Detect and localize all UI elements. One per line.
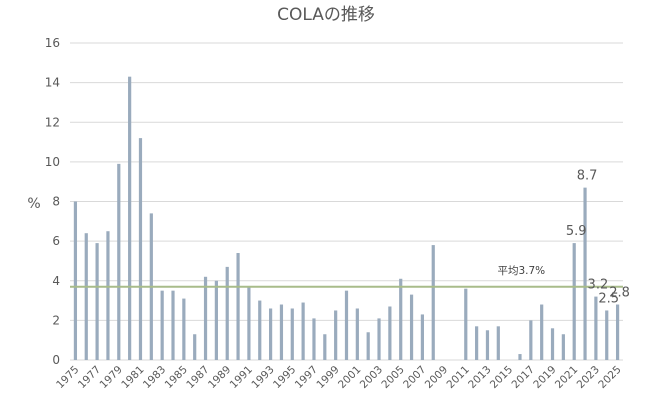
bar [193,334,197,360]
x-tick-label: 2009 [423,364,450,391]
bar [106,231,110,360]
bar [171,290,175,360]
data-label: 2.8 [609,286,630,301]
bar [540,304,544,360]
x-tick-label: 2001 [336,364,363,391]
bar [128,76,132,361]
average-line-group: 平均3.7% [70,265,623,288]
x-tick-label: 1989 [206,364,233,391]
x-axis-ticks: 1975197719791981198319851987198919911993… [54,364,624,391]
y-tick-label: 16 [45,36,60,50]
bar [496,326,500,360]
x-tick-label: 2007 [401,364,428,391]
x-tick-label: 2011 [445,364,472,391]
bar [615,304,620,360]
bar [344,290,349,360]
bar [485,330,490,360]
x-tick-label: 2017 [510,364,537,391]
bar [388,306,392,360]
bar [605,310,609,360]
bar [247,286,251,360]
bar [279,304,284,360]
bar [182,298,186,360]
bar [366,332,370,360]
bar [323,334,327,360]
bar [583,187,587,360]
bar [95,243,99,360]
x-tick-label: 2021 [553,364,580,391]
bar [475,326,479,360]
bar [518,354,522,360]
data-label: 5.9 [566,224,587,239]
data-label: 3.2 [588,278,609,293]
y-axis-ticks: 0 2 4 6 8 10 12 14 16 [45,36,60,367]
average-label: 平均3.7% [497,265,545,277]
x-tick-label: 1993 [249,364,276,391]
bar [420,314,425,360]
bar [214,280,218,360]
bar [290,308,294,360]
bar [334,310,338,360]
bar [431,245,435,360]
bar [301,302,305,360]
bar [268,308,273,360]
x-tick-label: 1983 [141,364,168,391]
x-tick-label: 1997 [293,364,320,391]
bar [84,233,88,360]
y-axis-label: % [27,196,40,212]
x-tick-label: 2005 [379,364,406,391]
data-label: 2.5 [598,291,619,306]
x-tick-label: 1995 [271,364,298,391]
bar [236,253,240,360]
bar [225,266,229,360]
x-tick-label: 1987 [184,364,211,391]
y-tick-label: 6 [52,234,60,248]
bar [312,318,316,360]
x-tick-label: 2023 [575,364,602,391]
bar [355,308,359,360]
y-tick-label: 4 [52,274,60,288]
data-label: 8.7 [577,169,598,184]
x-tick-label: 2019 [531,364,558,391]
x-tick-label: 1999 [314,364,341,391]
bar [529,320,533,360]
bar [594,296,598,360]
y-tick-label: 10 [45,155,60,169]
x-tick-label: 2015 [488,364,515,391]
bar [377,318,381,360]
bar [258,300,262,360]
bar [464,288,468,360]
x-tick-label: 2013 [466,364,493,391]
bar [117,163,121,360]
bar [561,334,565,360]
y-tick-label: 14 [45,76,60,90]
x-tick-label: 1979 [98,364,125,391]
y-tick-label: 2 [52,313,60,327]
x-tick-label: 1977 [76,364,103,391]
bar [203,276,208,360]
x-tick-label: 1981 [119,364,146,391]
x-tick-label: 2025 [596,364,623,391]
x-tick-label: 1985 [163,364,190,391]
y-tick-label: 0 [52,353,60,367]
x-tick-label: 1975 [54,364,81,391]
y-tick-label: 8 [52,195,60,209]
chart-title: COLAの推移 [277,5,375,25]
bar [138,138,143,360]
bar [399,278,403,360]
x-tick-label: 1991 [228,364,255,391]
data-labels: 5.9 8.7 3.22.52.8 [566,169,630,307]
bars [73,76,620,361]
x-tick-label: 2003 [358,364,385,391]
bar [160,290,164,360]
bar [572,243,576,360]
bar [73,201,78,360]
bar [409,294,414,360]
bar [550,328,555,360]
y-tick-label: 12 [45,115,60,129]
